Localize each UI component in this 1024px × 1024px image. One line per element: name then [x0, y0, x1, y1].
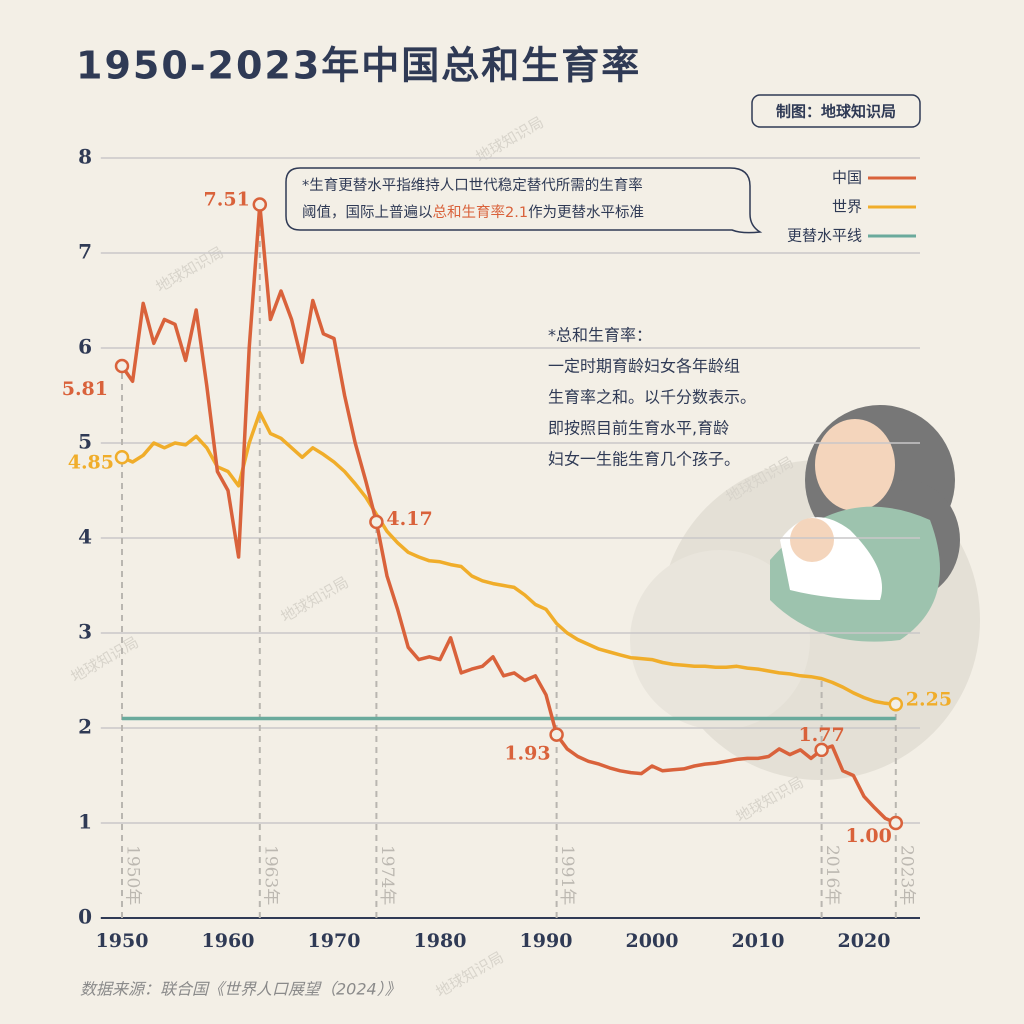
definition-line: *总和生育率： — [548, 326, 652, 345]
illus-bg — [630, 550, 810, 730]
y-tick-label: 3 — [78, 620, 92, 644]
y-tick-label: 2 — [78, 715, 92, 739]
data-label: 7.51 — [204, 189, 250, 211]
note: 阈值，国际上普遍以总和生育率2.1作为更替水平标准 — [302, 204, 644, 221]
data-label: 5.81 — [62, 378, 108, 400]
illus-face — [815, 419, 895, 511]
note: *生育更替水平指维持人口世代稳定替代所需的生育率 — [302, 177, 643, 194]
x-tick-label: 1970 — [308, 930, 361, 952]
credit: 制图：地球知识局 — [776, 103, 896, 121]
x-tick-label: 2020 — [838, 930, 891, 952]
definition: *总和生育率： 一定时期育龄妇女各年龄组生育率之和。以千分数表示。即按照目前生育水… — [548, 326, 756, 469]
highlight-marker — [888, 697, 904, 712]
note: 阈值，国际上普遍以 — [302, 204, 433, 221]
illus-baby-face — [790, 518, 834, 562]
x-tick-label: 1990 — [520, 930, 573, 952]
data-label: 2.25 — [906, 688, 952, 710]
x-tick-label: 1960 — [202, 930, 255, 952]
definition-line: 妇女一生能生育几个孩子。 — [548, 450, 740, 469]
series-line — [120, 202, 897, 825]
highlight-marker — [888, 815, 904, 831]
legend-label: 更替水平线 — [787, 227, 862, 245]
note-highlight: 总和生育率2.1 — [433, 204, 529, 221]
highlight-marker — [252, 197, 268, 212]
note-bubble — [285, 167, 763, 234]
year-marker-label: 2016年 — [822, 845, 842, 905]
chart-title: 1950-2023年中国总和生育率 — [76, 44, 641, 88]
x-tick-label: 2000 — [626, 930, 679, 952]
highlight-marker — [114, 358, 130, 374]
data-label: 4.17 — [386, 508, 432, 530]
legend-label: 中国 — [832, 169, 862, 187]
year-marker-label: 1950年 — [123, 845, 143, 905]
highlight-marker — [369, 514, 384, 530]
source: 数据来源：联合国《世界人口展望（2024）》 — [80, 980, 401, 999]
definition-line: 一定时期育龄妇女各年龄组 — [548, 357, 740, 376]
highlight-marker — [814, 742, 829, 758]
y-tick-label: 6 — [78, 335, 92, 359]
legend-label: 世界 — [832, 198, 862, 216]
data-label: 1.93 — [504, 743, 550, 765]
y-tick-label: 8 — [78, 145, 92, 169]
year-marker-label: 1974年 — [377, 845, 397, 905]
year-marker-label: 1991年 — [557, 845, 577, 905]
y-tick-label: 5 — [78, 430, 92, 454]
x-tick-label: 1950 — [96, 930, 149, 952]
note: 作为更替水平标准 — [528, 204, 644, 221]
y-tick-label: 0 — [78, 905, 92, 929]
data-label: 1.77 — [798, 724, 844, 746]
definition-line: 即按照目前生育水平,育龄 — [548, 419, 729, 438]
y-tick-label: 4 — [78, 525, 92, 549]
highlight-marker — [114, 450, 130, 465]
x-tick-label: 1980 — [414, 930, 467, 952]
highlight-marker — [549, 727, 564, 742]
series-line — [121, 410, 896, 707]
year-marker-label: 2023年 — [896, 845, 916, 905]
year-marker-label: 1963年 — [260, 845, 280, 905]
y-tick-label: 1 — [78, 810, 92, 834]
credit-box — [751, 94, 921, 128]
data-label: 1.00 — [846, 825, 892, 847]
y-tick-label: 7 — [78, 240, 92, 264]
x-tick-label: 2010 — [732, 930, 785, 952]
data-label: 4.85 — [68, 451, 114, 473]
definition-line: 生育率之和。以千分数表示。 — [548, 388, 756, 407]
